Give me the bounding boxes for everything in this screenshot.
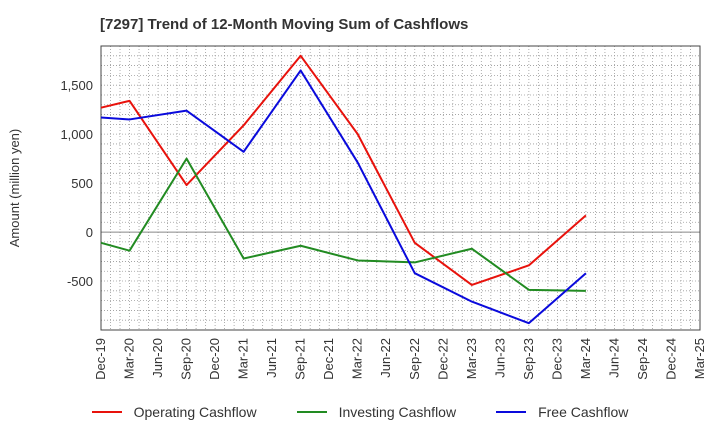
x-tick-label: Dec-24 bbox=[663, 338, 678, 380]
legend-swatch bbox=[296, 411, 327, 413]
x-tick-label: Sep-20 bbox=[179, 338, 194, 380]
y-tick-label: 1,000 bbox=[60, 127, 93, 142]
y-tick-label: 0 bbox=[86, 225, 93, 240]
x-tick-label: Mar-25 bbox=[692, 338, 707, 379]
y-tick-label: 500 bbox=[71, 176, 93, 191]
x-tick-label: Dec-21 bbox=[321, 338, 336, 380]
legend-swatch bbox=[496, 411, 527, 413]
x-tick-label: Mar-22 bbox=[350, 338, 365, 379]
x-tick-label: Sep-24 bbox=[635, 338, 650, 380]
x-tick-label: Jun-23 bbox=[492, 338, 507, 378]
free-cashflow-line bbox=[100, 69, 587, 325]
x-tick-label: Jun-22 bbox=[378, 338, 393, 378]
x-tick-label: Dec-23 bbox=[549, 338, 564, 380]
legend-swatch bbox=[91, 411, 122, 413]
x-tick-label: Jun-21 bbox=[264, 338, 279, 378]
legend-item-operating-cashflow: Operating Cashflow bbox=[91, 404, 257, 420]
chart-legend: Operating Cashflow Investing Cashflow Free… bbox=[0, 404, 720, 420]
chart-title: [7297] Trend of 12-Month Moving Sum of C… bbox=[100, 16, 469, 33]
x-tick-label: Mar-24 bbox=[578, 338, 593, 379]
x-tick-label: Sep-21 bbox=[293, 338, 308, 380]
operating-cashflow-line bbox=[100, 54, 587, 286]
y-axis-label: Amount (million yen) bbox=[7, 129, 22, 248]
plot-frame bbox=[100, 45, 701, 331]
x-tick-label: Jun-20 bbox=[150, 338, 165, 378]
x-tick-label: Mar-20 bbox=[122, 338, 137, 379]
x-tick-label: Mar-23 bbox=[464, 338, 479, 379]
legend-item-investing-cashflow: Investing Cashflow bbox=[296, 404, 457, 420]
investing-cashflow-line bbox=[100, 157, 586, 292]
legend-label: Investing Cashflow bbox=[338, 404, 457, 420]
legend-label: Free Cashflow bbox=[538, 404, 629, 420]
x-tick-label: Dec-22 bbox=[435, 338, 450, 380]
x-tick-label: Dec-19 bbox=[93, 338, 108, 380]
legend-item-free-cashflow: Free Cashflow bbox=[496, 404, 628, 420]
x-tick-label: Jun-24 bbox=[606, 338, 621, 378]
x-tick-label: Dec-20 bbox=[207, 338, 222, 380]
y-tick-label: 1,500 bbox=[60, 78, 93, 93]
y-tick-label: -500 bbox=[67, 274, 93, 289]
x-tick-label: Mar-21 bbox=[236, 338, 251, 379]
legend-label: Operating Cashflow bbox=[133, 404, 257, 420]
x-tick-label: Sep-22 bbox=[407, 338, 422, 380]
x-tick-label: Sep-23 bbox=[521, 338, 536, 380]
